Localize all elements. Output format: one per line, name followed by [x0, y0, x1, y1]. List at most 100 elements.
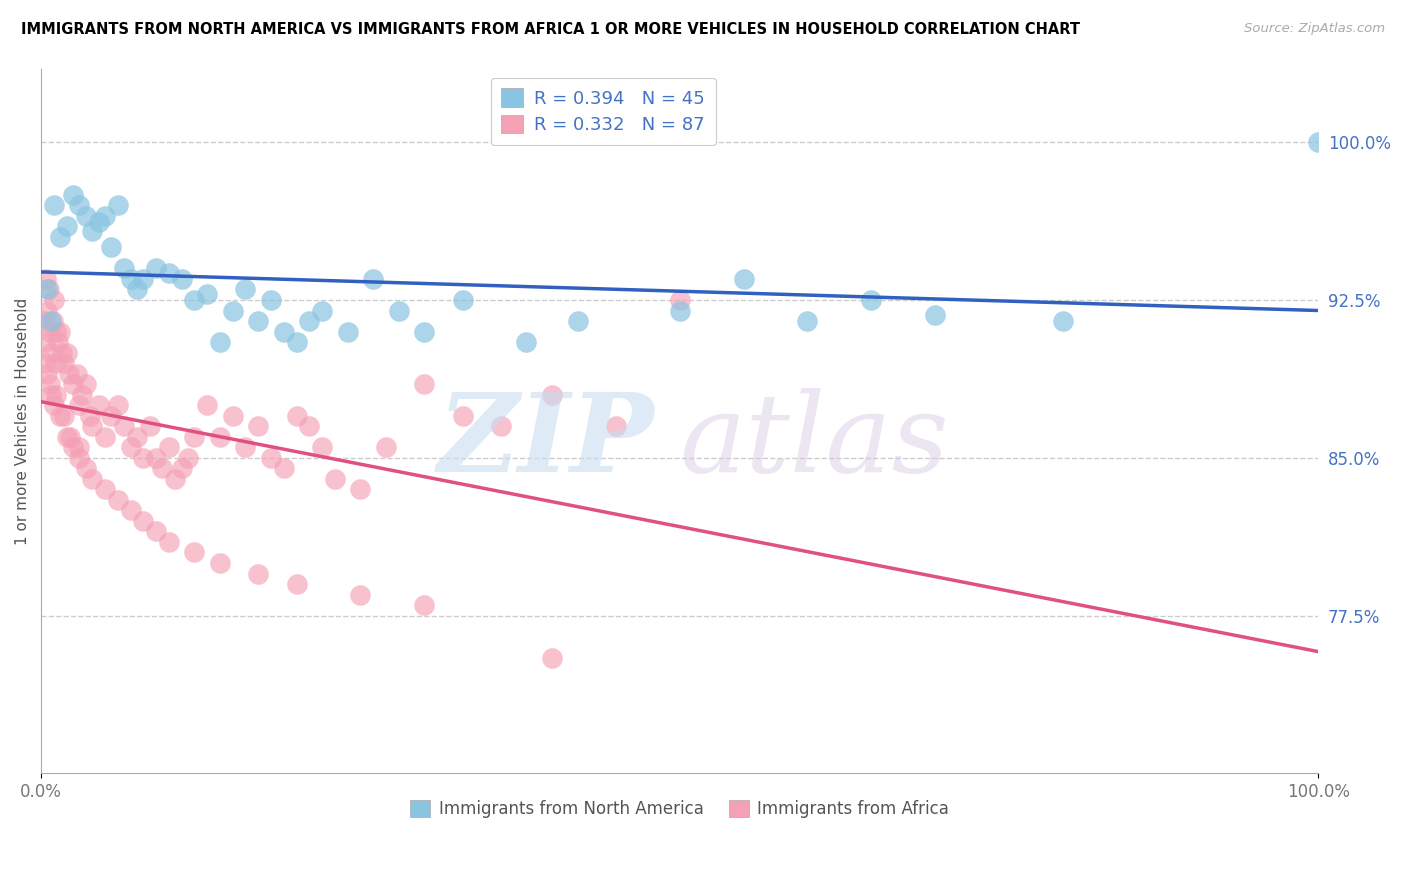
Point	[125, 283, 148, 297]
Point	[59, 430, 82, 444]
Point	[349, 588, 371, 602]
Point	[451, 409, 474, 423]
Point	[75, 461, 97, 475]
Text: ZIP: ZIP	[437, 388, 654, 496]
Legend: Immigrants from North America, Immigrants from Africa: Immigrants from North America, Immigrant…	[404, 794, 956, 825]
Point	[107, 492, 129, 507]
Point	[183, 293, 205, 307]
Point	[413, 598, 436, 612]
Point	[55, 219, 77, 234]
Point	[157, 440, 180, 454]
Point	[53, 409, 76, 423]
Point	[145, 524, 167, 539]
Point	[515, 334, 537, 349]
Point	[260, 293, 283, 307]
Point	[177, 450, 200, 465]
Point	[668, 303, 690, 318]
Point	[860, 293, 883, 307]
Point	[145, 450, 167, 465]
Point	[125, 430, 148, 444]
Point	[62, 377, 84, 392]
Point	[58, 367, 80, 381]
Point	[388, 303, 411, 318]
Point	[165, 472, 187, 486]
Point	[87, 398, 110, 412]
Point	[53, 356, 76, 370]
Point	[42, 293, 65, 307]
Point	[87, 215, 110, 229]
Point	[67, 398, 90, 412]
Point	[221, 303, 243, 318]
Point	[132, 514, 155, 528]
Point	[413, 325, 436, 339]
Point	[285, 409, 308, 423]
Text: atlas: atlas	[679, 388, 949, 496]
Point	[49, 325, 72, 339]
Point	[132, 272, 155, 286]
Point	[157, 266, 180, 280]
Point	[349, 483, 371, 497]
Point	[374, 440, 396, 454]
Point	[67, 440, 90, 454]
Point	[605, 419, 627, 434]
Point	[541, 650, 564, 665]
Point	[170, 272, 193, 286]
Point	[152, 461, 174, 475]
Point	[100, 409, 122, 423]
Point	[67, 198, 90, 212]
Point	[273, 325, 295, 339]
Point	[70, 387, 93, 401]
Point	[55, 345, 77, 359]
Point	[285, 577, 308, 591]
Point	[42, 398, 65, 412]
Point	[195, 398, 218, 412]
Point	[41, 345, 63, 359]
Point	[1308, 135, 1330, 149]
Point	[285, 334, 308, 349]
Point	[112, 419, 135, 434]
Point	[796, 314, 818, 328]
Point	[41, 387, 63, 401]
Point	[94, 483, 117, 497]
Point	[170, 461, 193, 475]
Point	[82, 472, 104, 486]
Point	[323, 472, 346, 486]
Point	[45, 325, 67, 339]
Point	[67, 450, 90, 465]
Point	[451, 293, 474, 307]
Point	[311, 440, 333, 454]
Point	[75, 377, 97, 392]
Point	[82, 419, 104, 434]
Point	[273, 461, 295, 475]
Point	[924, 308, 946, 322]
Point	[45, 387, 67, 401]
Point	[132, 450, 155, 465]
Point	[34, 334, 56, 349]
Point	[62, 440, 84, 454]
Point	[489, 419, 512, 434]
Point	[247, 419, 270, 434]
Point	[49, 230, 72, 244]
Point	[567, 314, 589, 328]
Point	[41, 314, 63, 328]
Point	[55, 430, 77, 444]
Point	[733, 272, 755, 286]
Point	[94, 209, 117, 223]
Point	[38, 283, 60, 297]
Y-axis label: 1 or more Vehicles in Household: 1 or more Vehicles in Household	[15, 297, 30, 545]
Point	[39, 377, 62, 392]
Point	[298, 419, 321, 434]
Point	[39, 325, 62, 339]
Point	[120, 440, 142, 454]
Point	[145, 261, 167, 276]
Text: IMMIGRANTS FROM NORTH AMERICA VS IMMIGRANTS FROM AFRICA 1 OR MORE VEHICLES IN HO: IMMIGRANTS FROM NORTH AMERICA VS IMMIGRA…	[21, 22, 1080, 37]
Point	[37, 303, 59, 318]
Point	[235, 283, 257, 297]
Point	[361, 272, 384, 286]
Point	[32, 314, 55, 328]
Point	[51, 345, 73, 359]
Point	[94, 430, 117, 444]
Point	[35, 272, 58, 286]
Point	[235, 440, 257, 454]
Point	[79, 409, 101, 423]
